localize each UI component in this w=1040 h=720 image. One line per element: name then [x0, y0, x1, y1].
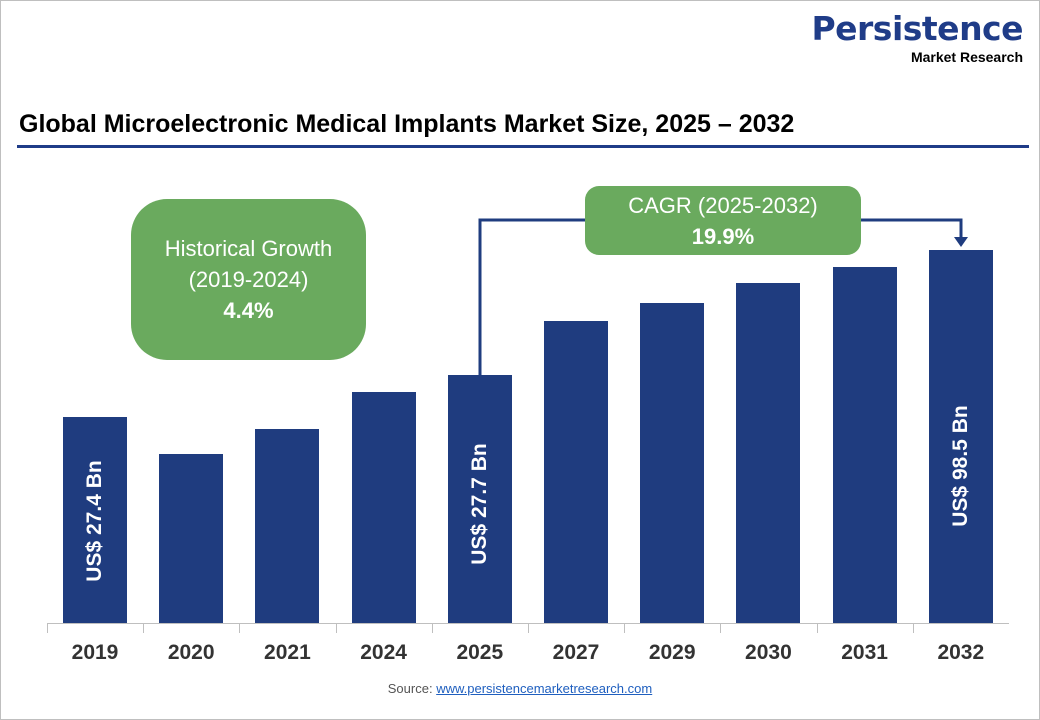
- data-label-2032: US$ 98.5 Bn: [948, 405, 972, 527]
- bar-2031: [832, 267, 897, 623]
- title-rule: [17, 145, 1029, 148]
- x-tick-2027: 2027: [552, 641, 600, 664]
- tick-mark: [816, 623, 818, 633]
- cagr-label: CAGR (2025-2032): [628, 193, 818, 218]
- chart-title: Global Microelectronic Medical Implants …: [19, 110, 795, 138]
- historical-period: (2019-2024): [188, 267, 309, 292]
- x-tick-2020: 2020: [167, 641, 215, 664]
- logo-persistence: Persistence: [811, 9, 1023, 48]
- tick-mark: [431, 623, 433, 633]
- source-link[interactable]: www.persistencemarketresearch.com: [436, 681, 653, 696]
- bar-2032: [928, 250, 993, 623]
- bar-2021: [255, 429, 320, 623]
- historical-value: 4.4%: [223, 298, 274, 323]
- tick-mark: [335, 623, 337, 633]
- x-tick-2025: 2025: [456, 641, 504, 664]
- logo-subtitle: Market Research: [910, 49, 1023, 65]
- tick-mark: [624, 623, 626, 633]
- tick-mark: [239, 623, 241, 633]
- historical-label: Historical Growth: [164, 236, 333, 261]
- tick-mark: [912, 623, 914, 633]
- x-tick-2024: 2024: [360, 641, 407, 664]
- x-tick-2030: 2030: [745, 641, 792, 664]
- tick-mark: [47, 623, 48, 633]
- bar-2027: [544, 321, 608, 623]
- bar-2030: [736, 283, 801, 623]
- bar-2019: [63, 417, 127, 623]
- bar-2020: [159, 454, 224, 623]
- bar-2029: [640, 303, 705, 623]
- bar-2024: [351, 392, 416, 623]
- bar-2025: [447, 375, 512, 623]
- x-tick-2029: 2029: [648, 641, 696, 664]
- historical-growth-bubble: Historical Growth (2019-2024) 4.4%: [131, 199, 366, 360]
- data-label-2019: US$ 27.4 Bn: [83, 460, 106, 582]
- source-prefix: Source:: [387, 681, 437, 696]
- x-tick-2032: 2032: [937, 641, 985, 664]
- source-note: Source: www.persistencemarketresearch.co…: [1, 681, 1039, 697]
- x-tick-2019: 2019: [71, 641, 119, 664]
- cagr-bubble: CAGR (2025-2032) 19.9%: [585, 186, 861, 255]
- x-tick-2021: 2021: [264, 641, 311, 664]
- x-tick-2031: 2031: [841, 641, 888, 664]
- cagr-value: 19.9%: [691, 224, 755, 249]
- tick-mark: [720, 623, 722, 633]
- tick-mark: [528, 623, 529, 633]
- data-label-2025: US$ 27.7 Bn: [467, 443, 491, 565]
- tick-mark: [143, 623, 145, 633]
